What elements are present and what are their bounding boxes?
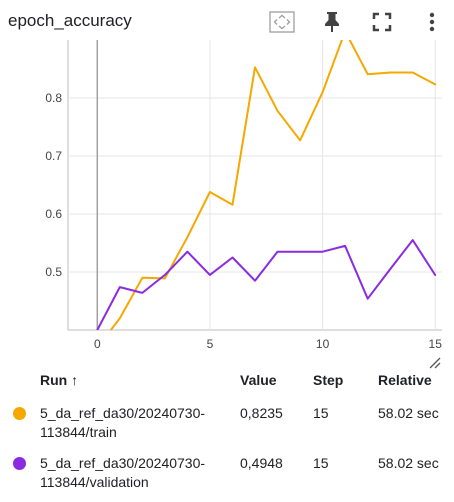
train-series-line[interactable] bbox=[97, 40, 437, 347]
resize-handle-icon[interactable] bbox=[427, 355, 441, 374]
fit-domain-icon[interactable] bbox=[268, 8, 296, 36]
fullscreen-icon[interactable] bbox=[368, 8, 396, 36]
y-tick-label: 0.7 bbox=[45, 149, 62, 163]
x-tick-label: 10 bbox=[316, 337, 330, 351]
run-name: 5_da_ref_da30/20240730- 113844/validatio… bbox=[40, 455, 206, 490]
y-tick-label: 0.5 bbox=[45, 265, 62, 279]
x-tick-label: 5 bbox=[207, 337, 214, 351]
more-vert-icon[interactable] bbox=[418, 8, 446, 36]
y-tick-label: 0.6 bbox=[45, 207, 62, 221]
chart-title: epoch_accuracy bbox=[8, 11, 132, 30]
series-color-dot bbox=[13, 407, 26, 420]
step-column-header[interactable]: Step bbox=[313, 372, 344, 388]
run-step: 15 bbox=[313, 405, 329, 421]
x-tick-label: 0 bbox=[94, 337, 101, 351]
value-column-header[interactable]: Value bbox=[240, 372, 277, 388]
pin-icon[interactable] bbox=[318, 8, 346, 36]
x-tick-label: 15 bbox=[429, 337, 443, 351]
y-tick-label: 0.8 bbox=[45, 91, 62, 105]
line-chart[interactable]: 0.5 0.6 0.7 0.8 0 5 10 15 bbox=[0, 40, 454, 360]
run-column-header[interactable]: Run ↑ bbox=[40, 372, 79, 388]
relative-column-header[interactable]: Relative bbox=[378, 372, 432, 388]
run-relative: 58.02 sec bbox=[378, 405, 439, 421]
series-color-dot bbox=[13, 457, 26, 470]
validation-series-line[interactable] bbox=[96, 239, 437, 330]
sort-arrow-icon: ↑ bbox=[71, 372, 79, 388]
table-row[interactable]: 5_da_ref_da30/20240730- 113844/validatio… bbox=[0, 454, 454, 502]
run-name: 5_da_ref_da30/20240730- 113844/train bbox=[40, 405, 206, 440]
run-value: 0,8235 bbox=[240, 405, 283, 421]
run-relative: 58.02 sec bbox=[378, 455, 439, 471]
table-row[interactable]: 5_da_ref_da30/20240730- 113844/train 0,8… bbox=[0, 404, 454, 452]
run-value: 0,4948 bbox=[240, 455, 283, 471]
run-step: 15 bbox=[313, 455, 329, 471]
